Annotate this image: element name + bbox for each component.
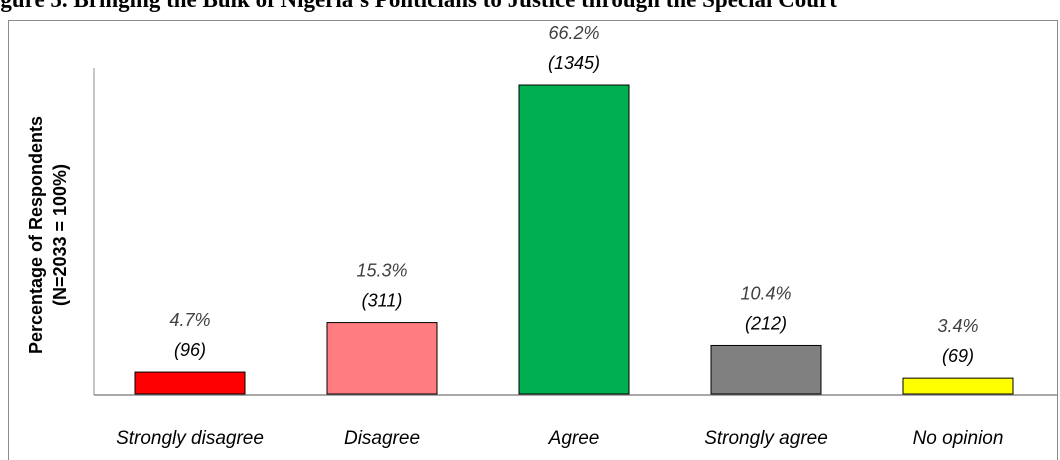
- data-label-percent: 15.3%: [356, 261, 407, 281]
- data-label-count: (69): [942, 346, 974, 366]
- x-tick-label: No opinion: [913, 428, 1004, 449]
- data-label-count: (212): [745, 313, 787, 333]
- bar-strongly-agree: [710, 344, 822, 395]
- x-tick-label: Strongly disagree: [116, 428, 264, 449]
- x-tick-label: Agree: [548, 428, 600, 449]
- data-label-percent: 10.4%: [740, 283, 791, 303]
- data-label-percent: 3.4%: [937, 316, 978, 336]
- x-tick-label: Strongly agree: [704, 428, 828, 449]
- x-tick-label: Disagree: [344, 428, 420, 449]
- data-label-count: (311): [362, 291, 403, 311]
- data-label-count: (96): [174, 340, 206, 360]
- chart-plot: 4.7% (96) Strongly disagree 15.3% (311) Disag…: [93, 23, 1058, 449]
- bar-no-opinion: [902, 377, 1014, 395]
- bar-disagree: [326, 322, 438, 395]
- bar-strongly-disagree: [134, 371, 246, 395]
- chart-title: igure 5. Bringing the Bulk of Nigeria’s …: [0, 0, 1060, 14]
- labels-layer: 4.7% (96) Strongly disagree 15.3% (311) Disag…: [116, 23, 1003, 449]
- data-label-percent: 66.2%: [548, 23, 599, 43]
- data-label-percent: 4.7%: [169, 310, 210, 330]
- plot-frame: [8, 20, 1058, 460]
- bars-layer: [134, 84, 1014, 395]
- data-label-count: (1345): [548, 53, 600, 73]
- bar-agree: [518, 84, 630, 395]
